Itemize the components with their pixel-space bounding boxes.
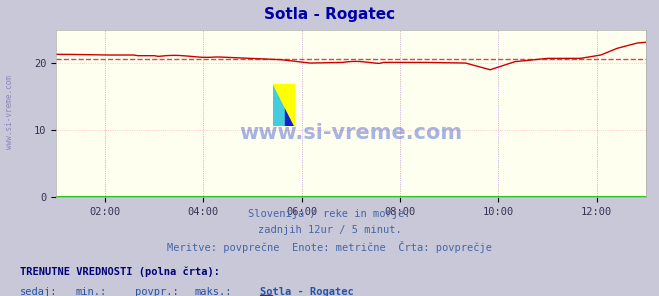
Text: sedaj:: sedaj: [20, 287, 57, 296]
Text: www.si-vreme.com: www.si-vreme.com [5, 75, 14, 149]
Text: www.si-vreme.com: www.si-vreme.com [239, 123, 463, 143]
Text: Slovenija / reke in morje.: Slovenija / reke in morje. [248, 209, 411, 219]
Polygon shape [273, 84, 295, 126]
Polygon shape [273, 84, 285, 126]
Text: Sotla - Rogatec: Sotla - Rogatec [264, 7, 395, 22]
Polygon shape [285, 84, 295, 126]
Text: min.:: min.: [76, 287, 107, 296]
Text: TRENUTNE VREDNOSTI (polna črta):: TRENUTNE VREDNOSTI (polna črta): [20, 266, 219, 277]
Text: zadnjih 12ur / 5 minut.: zadnjih 12ur / 5 minut. [258, 225, 401, 235]
Text: Sotla - Rogatec: Sotla - Rogatec [260, 287, 354, 296]
Text: maks.:: maks.: [194, 287, 232, 296]
Text: Meritve: povprečne  Enote: metrične  Črta: povprečje: Meritve: povprečne Enote: metrične Črta:… [167, 241, 492, 253]
Text: povpr.:: povpr.: [135, 287, 179, 296]
